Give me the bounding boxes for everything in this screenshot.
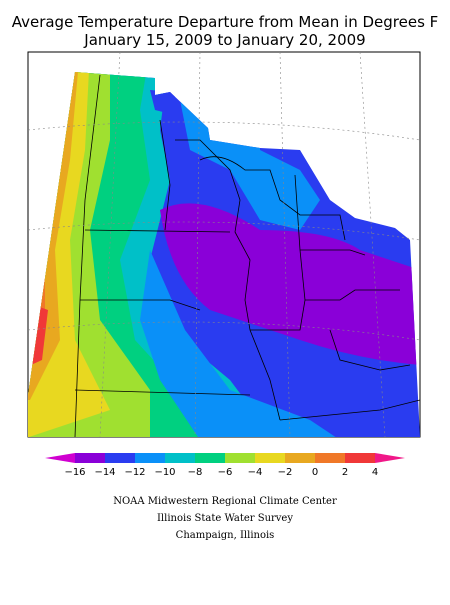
subtitle: January 15, 2009 to January 20, 2009 bbox=[83, 31, 365, 49]
colorbar-bin bbox=[105, 453, 135, 463]
footer-line: Champaign, Illinois bbox=[176, 530, 275, 541]
colorbar-arrow bbox=[375, 453, 405, 463]
colorbar-bin bbox=[315, 453, 345, 463]
colorbar-tick-label: −6 bbox=[218, 467, 233, 478]
colorbar-tick-label: −14 bbox=[94, 467, 115, 478]
colorbar-bin bbox=[135, 453, 165, 463]
colorbar-tick-label: −10 bbox=[154, 467, 175, 478]
colorbar-bin bbox=[75, 453, 105, 463]
colorbar-tick-label: −4 bbox=[248, 467, 263, 478]
colorbar-bin bbox=[255, 453, 285, 463]
colorbar-tick-label: 2 bbox=[342, 467, 348, 478]
footer-line: NOAA Midwestern Regional Climate Center bbox=[113, 496, 337, 507]
boundaries bbox=[74, 74, 421, 438]
colorbar-tick-label: −12 bbox=[124, 467, 145, 478]
colorbar-tick-label: −8 bbox=[188, 467, 203, 478]
colorbar-tick-label: −16 bbox=[64, 467, 85, 478]
colorbar-tick-label: 0 bbox=[312, 467, 318, 478]
title: Average Temperature Departure from Mean … bbox=[12, 13, 439, 31]
colorbar-bin bbox=[225, 453, 255, 463]
colorbar-bin bbox=[195, 453, 225, 463]
graticule bbox=[27, 51, 421, 438]
colorbar-bin bbox=[285, 453, 315, 463]
colorbar-arrow bbox=[45, 453, 75, 463]
colorbar-bin bbox=[165, 453, 195, 463]
colorbar-bin bbox=[345, 453, 375, 463]
footer-line: Illinois State Water Survey bbox=[157, 513, 293, 524]
colorbar: −16 −14 −12 −10 −8 −6 −4 −2 0 2 4 bbox=[45, 453, 405, 478]
colorbar-tick-label: −2 bbox=[278, 467, 293, 478]
colorbar-tick-label: 4 bbox=[372, 467, 378, 478]
